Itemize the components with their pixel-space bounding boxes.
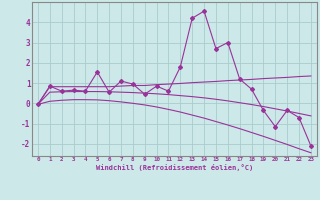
X-axis label: Windchill (Refroidissement éolien,°C): Windchill (Refroidissement éolien,°C) bbox=[96, 164, 253, 171]
